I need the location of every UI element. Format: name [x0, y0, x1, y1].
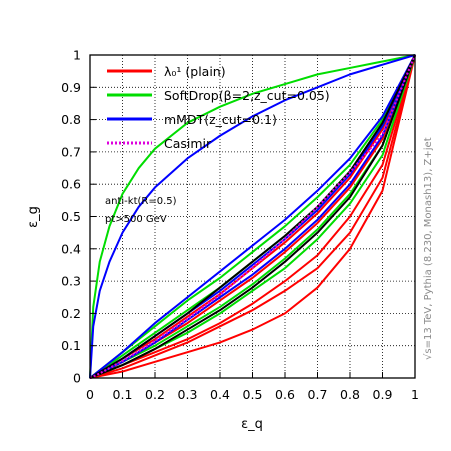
y-tick-label: 0.4: [61, 241, 81, 256]
grid: [90, 55, 415, 378]
series-line-plain: [89, 54, 416, 379]
annotation-cut: pt>500 GeV: [105, 214, 167, 225]
plot-frame: [89, 54, 416, 379]
series-line-softdrop-2-z-cut-0-05: [89, 54, 416, 379]
x-axis-label: ε_q: [241, 417, 263, 432]
x-tick-label: 0.9: [373, 387, 393, 402]
series-line-softdrop-2-z-cut-0-05: [89, 54, 416, 379]
x-tick-label: 0.4: [210, 387, 230, 402]
series-line-black: [89, 54, 416, 379]
legend: λ₀¹ (plain) SoftDrop(β=2,z_cut=0.05) mMD…: [107, 64, 330, 151]
y-tick-label: 0.6: [61, 177, 81, 192]
y-tick-label: 0: [73, 371, 81, 386]
legend-label-plain: λ₀¹ (plain): [164, 64, 226, 79]
series-line-softdrop-2-z-cut-0-05: [89, 54, 416, 379]
y-tick-label: 1: [73, 48, 81, 63]
y-tick-label: 0.7: [61, 144, 81, 159]
ticks-layer: 0 0.1 0.2 0.3 0.4 0.5 0.6 0.7 0.8 0.9 1 0 0.1 0.2 0.3 0…: [61, 48, 419, 403]
annotation-algorithm: anti-kt(R=0.5): [105, 196, 177, 207]
x-tick-label: 0.5: [243, 387, 263, 402]
y-tick-label: 0.8: [61, 112, 81, 127]
series-line-plain: [89, 54, 416, 379]
x-tick-label: 0.6: [275, 387, 295, 402]
series-layer: [89, 54, 417, 380]
x-tick-label: 0.8: [340, 387, 360, 402]
x-tick-label: 0.3: [178, 387, 198, 402]
x-tick-label: 1: [411, 387, 419, 402]
y-axis-label: ε_g: [26, 206, 41, 228]
series-line-mmdt-z-cut-0-1: [89, 54, 416, 379]
series-line-black: [89, 54, 416, 379]
annotation-side: √s=13 TeV, Pythia (8.230, Monash13), Z+j…: [423, 137, 434, 360]
y-tick-label: 0.9: [61, 80, 81, 95]
x-tick-label: 0.1: [113, 387, 133, 402]
x-tick-label: 0: [86, 387, 94, 402]
y-tick-label: 0.3: [61, 274, 81, 289]
legend-label-casimir: Casimir: [164, 136, 212, 151]
series-line-plain: [89, 54, 416, 379]
legend-label-softdrop: SoftDrop(β=2,z_cut=0.05): [164, 88, 330, 103]
y-tick-label: 0.5: [61, 209, 81, 224]
y-tick-label: 0.1: [61, 338, 81, 353]
series-line-casimir: [89, 54, 417, 380]
x-tick-label: 0.7: [308, 387, 328, 402]
series-line-mmdt-z-cut-0-1: [89, 54, 416, 379]
legend-label-mmdt: mMDT(z_cut=0.1): [164, 112, 277, 127]
x-tick-label: 0.2: [145, 387, 165, 402]
y-tick-label: 0.2: [61, 306, 81, 321]
